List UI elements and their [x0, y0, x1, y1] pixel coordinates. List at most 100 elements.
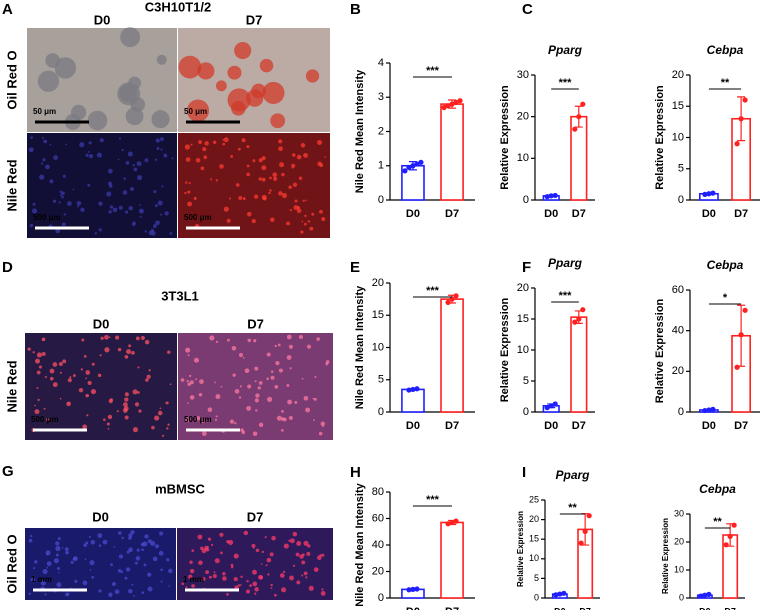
cell-texture: [279, 573, 285, 578]
cell-texture: [229, 419, 235, 424]
cell-texture: [98, 201, 103, 206]
cell-texture: [274, 344, 277, 348]
cell-texture: [273, 176, 278, 181]
cell-texture: [254, 398, 259, 403]
cell-texture: [292, 153, 296, 157]
cell-texture: [117, 347, 122, 352]
data-point: [557, 591, 563, 597]
cell-texture: [65, 550, 69, 555]
data-point: [453, 293, 459, 299]
y-tick-label: 20: [517, 111, 529, 123]
cell-texture: [309, 226, 314, 231]
data-point: [727, 533, 733, 540]
cell-texture: [65, 143, 68, 146]
cell-texture: [288, 344, 293, 349]
cell-texture: [78, 387, 84, 393]
data-point: [706, 407, 712, 413]
cell-texture: [215, 340, 219, 343]
cell-texture: [154, 204, 158, 208]
bar: [440, 103, 464, 201]
data-point: [706, 591, 712, 597]
cell-texture: [274, 384, 279, 389]
cell-texture: [56, 567, 60, 571]
cell-texture: [253, 339, 257, 343]
cell-texture: [169, 232, 173, 235]
cell-texture: [227, 338, 230, 342]
cell-texture: [267, 573, 270, 576]
cell-texture: [34, 560, 38, 564]
cell-texture: [296, 540, 302, 546]
cell-texture: [147, 586, 153, 592]
cell-texture: [234, 422, 237, 425]
cell-texture: [264, 536, 267, 539]
y-tick-label: 20: [372, 277, 384, 289]
cell-texture: [289, 575, 295, 581]
cell-texture: [59, 190, 62, 193]
x-tick-label: D0: [544, 208, 558, 220]
y-tick-label: 3: [378, 91, 384, 103]
cell-texture: [62, 174, 66, 178]
cell-texture: [201, 419, 205, 423]
cell-texture: [303, 540, 309, 546]
cell-texture: [258, 381, 263, 385]
cell-texture: [53, 155, 58, 160]
cell-texture: [205, 570, 209, 574]
cell-texture: [138, 208, 144, 214]
cell-texture: [67, 401, 70, 404]
panel-letter: I: [522, 464, 526, 481]
cell-texture: [132, 595, 135, 597]
cell-texture: [67, 201, 72, 206]
cell-texture: [197, 62, 215, 80]
cell-texture: [321, 216, 326, 222]
cell-texture: [132, 389, 138, 395]
scale-bar-label: 1 mm: [183, 575, 204, 584]
cell-texture: [275, 360, 280, 366]
cell-texture: [222, 576, 227, 581]
cell-texture: [40, 162, 44, 165]
cell-texture: [186, 99, 210, 122]
column-label: D7: [247, 509, 264, 524]
cell-texture: [59, 397, 62, 400]
cell-texture: [114, 589, 120, 595]
cell-texture: [306, 551, 311, 556]
y-tick-label: 20: [372, 565, 384, 577]
data-point: [734, 141, 740, 147]
panel-letter: H: [350, 464, 361, 481]
cell-texture: [304, 214, 307, 218]
scale-bar-label: 500 μm: [33, 213, 61, 222]
data-point: [410, 386, 416, 393]
cell-texture: [255, 409, 258, 412]
cell-texture: [35, 358, 40, 364]
cell-texture: [76, 200, 82, 206]
cell-texture: [212, 140, 217, 144]
cell-texture: [124, 397, 129, 402]
cell-texture: [247, 384, 252, 389]
cell-texture: [104, 347, 110, 353]
cell-texture: [100, 336, 104, 340]
data-point: [731, 522, 737, 528]
cell-texture: [122, 408, 128, 413]
cell-texture: [151, 425, 155, 430]
cell-texture: [87, 183, 91, 187]
cell-texture: [188, 182, 191, 185]
cell-texture: [189, 560, 193, 564]
scale-bar-label: 50 μm: [33, 107, 56, 116]
cell-texture: [268, 191, 271, 195]
significance-label: **: [568, 502, 577, 514]
cell-texture: [169, 383, 172, 386]
cell-texture: [130, 530, 135, 535]
data-point: [738, 116, 744, 122]
cell-texture: [88, 535, 91, 538]
cell-texture: [72, 374, 76, 378]
cell-texture: [154, 544, 160, 549]
data-point: [572, 126, 578, 132]
cell-texture: [91, 575, 95, 579]
cell-texture: [255, 548, 260, 553]
cell-texture: [215, 80, 227, 92]
cell-texture: [151, 110, 170, 129]
cell-texture: [66, 401, 71, 407]
cell-texture: [223, 206, 229, 212]
cell-texture: [112, 207, 118, 213]
data-point: [449, 296, 455, 302]
